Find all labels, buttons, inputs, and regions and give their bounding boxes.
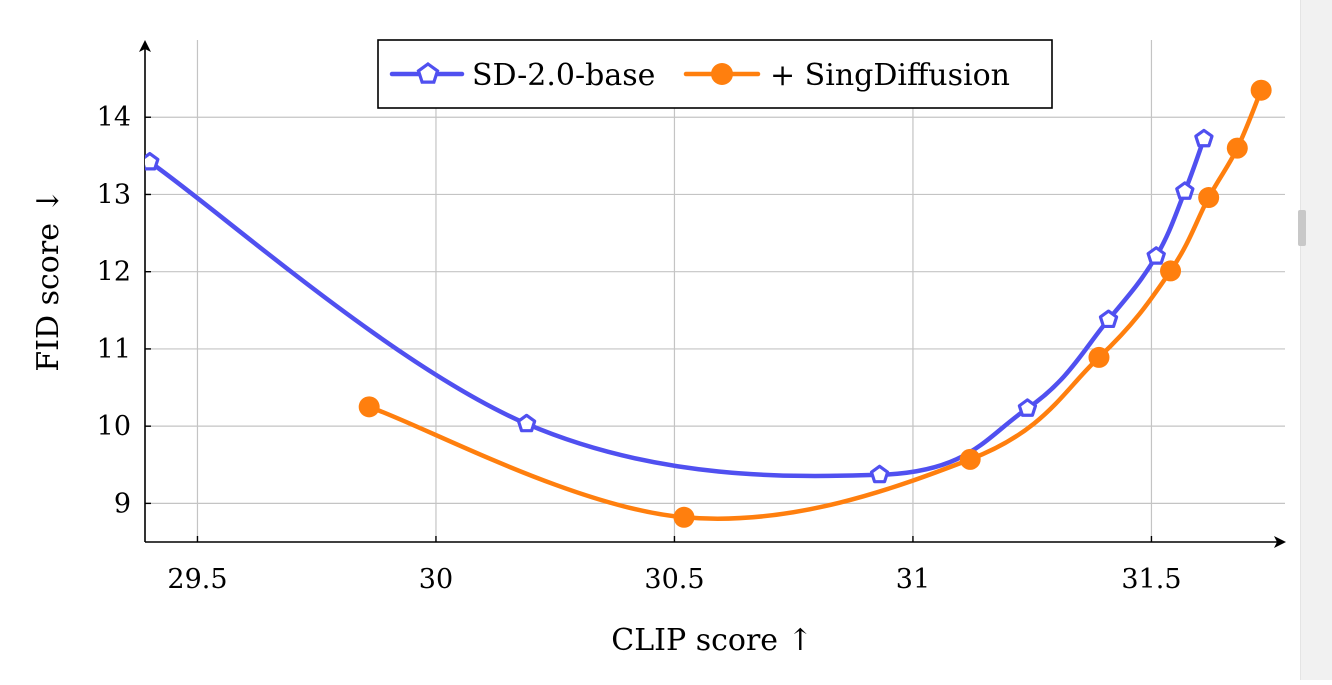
series-singdiffusion [358, 79, 1272, 528]
grid [145, 40, 1285, 542]
data-point-singdiffusion [1226, 137, 1248, 159]
y-tick-label: 14 [97, 102, 131, 133]
series-line-singdiffusion [366, 87, 1264, 521]
scrollbar-thumb[interactable] [1298, 210, 1306, 246]
chart-svg: 29.5 30 30.5 31 31.5 9 10 11 12 13 14 CLIP score ↑… [31, 39, 1286, 658]
series [145, 79, 1272, 528]
y-tick-label: 11 [97, 334, 131, 365]
y-axis-arrow-icon [139, 40, 151, 52]
y-tick-label: 10 [97, 411, 131, 442]
y-tick-label: 12 [97, 257, 131, 288]
legend-pentagon-icon [416, 62, 440, 84]
scrollbar-track[interactable] [1300, 0, 1332, 680]
data-point-sd-2-0-base [1194, 128, 1214, 148]
tick-labels: 29.5 30 30.5 31 31.5 9 10 11 12 13 14 [97, 102, 1182, 595]
series-line-sd-2-0-base [147, 136, 1207, 479]
legend-label-sd-2-0-base: SD-2.0-base [472, 58, 655, 93]
y-tick-label: 13 [97, 179, 131, 210]
data-point-sd-2-0-base [516, 413, 537, 433]
legend-circle-icon [711, 63, 733, 85]
legend: SD-2.0-base + SingDiffusion [377, 39, 1053, 109]
data-point-sd-2-0-base [1017, 398, 1038, 417]
data-point-singdiffusion [959, 448, 981, 470]
legend-label-singdiffusion: + SingDiffusion [770, 58, 1010, 93]
x-axis-title: CLIP score ↑ [611, 623, 812, 658]
data-point-sd-2-0-base [869, 464, 890, 484]
data-point-singdiffusion [1088, 346, 1110, 368]
data-point-sd-2-0-base [1146, 246, 1166, 265]
data-point-singdiffusion [1198, 187, 1220, 209]
series-sd-2-0-base [145, 128, 1214, 484]
x-axis-arrow-icon [1274, 536, 1286, 548]
data-point-singdiffusion [1250, 79, 1272, 101]
data-point-singdiffusion [358, 396, 380, 418]
data-point-sd-2-0-base [1098, 309, 1119, 329]
x-tick-label: 31 [896, 564, 930, 595]
y-tick-label: 9 [114, 488, 131, 519]
x-tick-label: 29.5 [167, 564, 227, 595]
axes [139, 40, 1286, 548]
data-point-sd-2-0-base [145, 151, 160, 171]
data-point-singdiffusion [673, 506, 695, 528]
x-tick-label: 30.5 [644, 564, 704, 595]
x-tick-label: 30 [419, 564, 453, 595]
chart: 29.5 30 30.5 31 31.5 9 10 11 12 13 14 CLIP score ↑… [31, 39, 1286, 658]
data-point-sd-2-0-base [1175, 181, 1195, 200]
y-axis-title: FID score ↓ [31, 188, 66, 371]
x-tick-label: 31.5 [1121, 564, 1181, 595]
data-point-singdiffusion [1160, 260, 1182, 282]
